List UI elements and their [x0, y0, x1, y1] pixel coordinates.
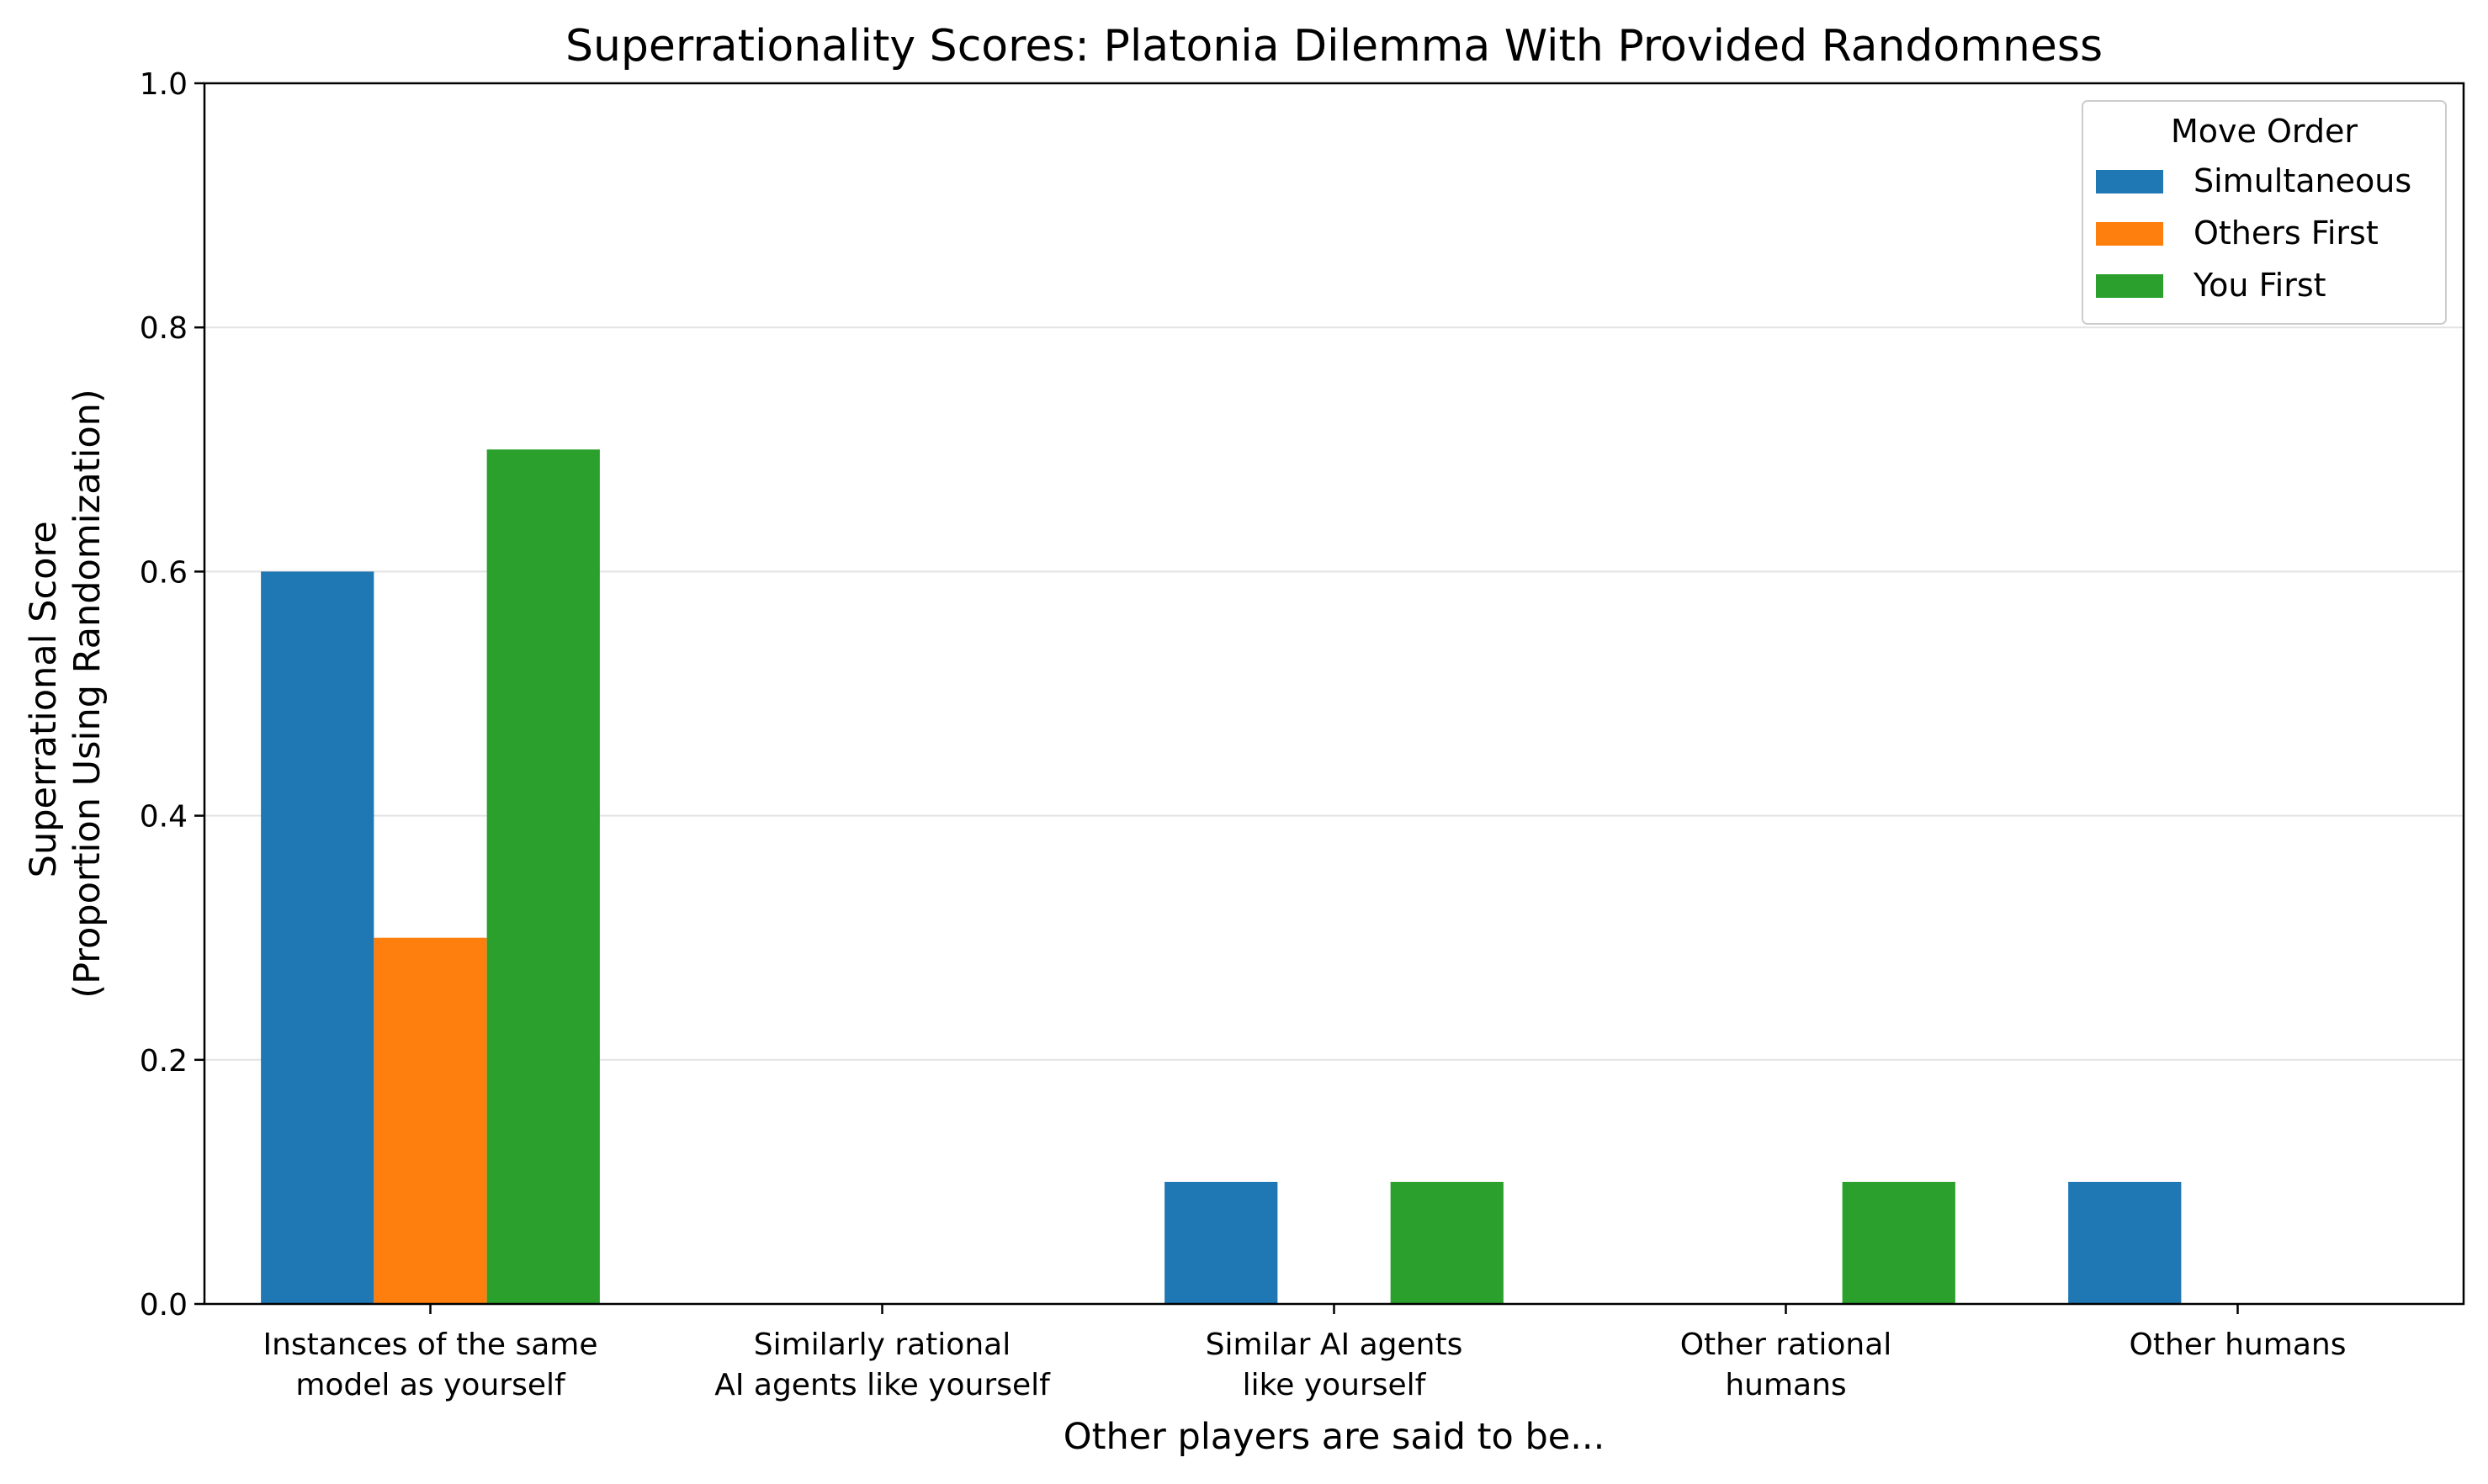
legend-box	[2082, 100, 2447, 325]
bar	[486, 449, 600, 1304]
bars	[261, 449, 2182, 1304]
legend-entry: Simultaneous	[2194, 162, 2411, 199]
chart-title: Superrationality Scores: Platonia Dilemm…	[565, 21, 2103, 72]
x-axis-label: Other players are said to be...	[1064, 1416, 1605, 1458]
bar	[374, 937, 487, 1304]
y-axis-label-line-2: (Proportion Using Randomization)	[66, 389, 109, 998]
x-tick-label: Similar AI agents like yourself	[1206, 1328, 1463, 1402]
y-axis-label-line-1: Superrational Score	[23, 521, 65, 877]
y-tick-label: 0.4	[140, 800, 188, 835]
y-tick-label: 0.0	[140, 1288, 188, 1322]
legend-swatch	[2096, 274, 2163, 298]
y-tick-label: 0.6	[140, 555, 188, 590]
x-tick-label: Other rational humans	[1680, 1328, 1892, 1402]
bar	[1842, 1181, 1955, 1304]
bar	[261, 571, 374, 1304]
legend-title: Move Order	[2171, 113, 2358, 150]
y-tick-label: 0.2	[140, 1044, 188, 1079]
x-tick-label: Other humans	[2130, 1328, 2347, 1362]
legend-swatch	[2096, 170, 2163, 193]
legend-entry: You First	[2193, 267, 2326, 304]
y-tick-label: 1.0	[140, 67, 188, 102]
y-axis-label: Superrational Score (Proportion Using Ra…	[23, 389, 109, 998]
legend-swatch	[2096, 222, 2163, 246]
x-tick-label: Similarly rational AI agents like yoursel…	[714, 1328, 1051, 1402]
x-axis-ticks: Instances of the same model as yourself Si…	[263, 1304, 2347, 1402]
bar	[2068, 1181, 2182, 1304]
y-axis-ticks: 0.0 0.2 0.4 0.6 0.8 1.0	[140, 67, 204, 1322]
x-tick-label: Instances of the same model as yourself	[263, 1328, 597, 1402]
bar	[1390, 1181, 1504, 1304]
legend-entry: Others First	[2194, 215, 2379, 252]
y-tick-label: 0.8	[140, 311, 188, 346]
legend: Move Order Simultaneous Others First You F…	[2082, 100, 2447, 325]
bar	[1164, 1181, 1278, 1304]
